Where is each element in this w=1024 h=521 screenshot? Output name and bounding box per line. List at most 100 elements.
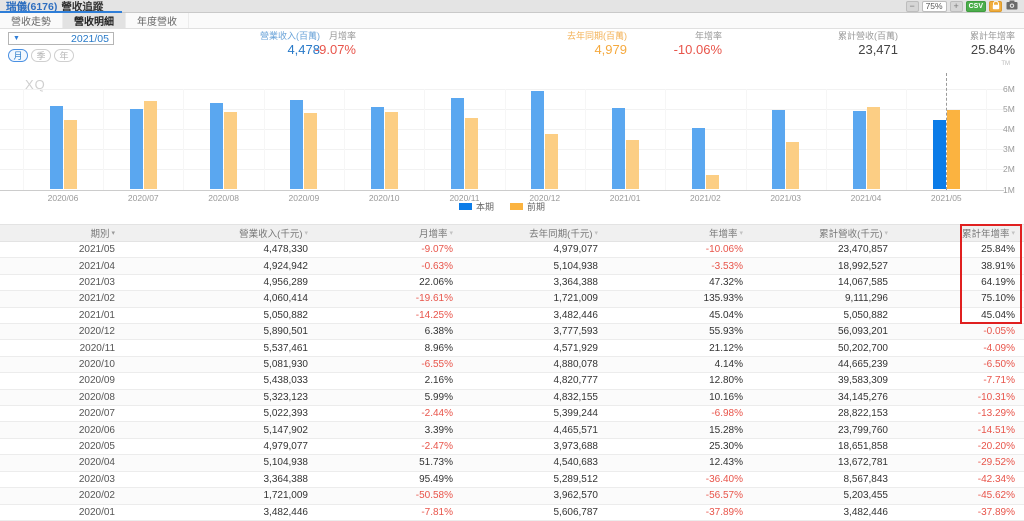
gridline xyxy=(0,189,1004,191)
column-header[interactable]: 月增率 ▾ xyxy=(418,229,453,240)
cell: -45.62% xyxy=(977,490,1015,502)
table-row[interactable]: 2020/08 5,323,123 5.99% 4,832,155 10.16% 34,1… xyxy=(0,389,1024,407)
table-row[interactable]: 2020/11 5,537,461 8.96% 4,571,929 21.12% 50,2… xyxy=(0,340,1024,357)
bar-current[interactable] xyxy=(611,108,625,190)
cell: -6.55% xyxy=(421,359,453,371)
cell: 5,050,882 xyxy=(263,309,309,321)
cell: 34,145,276 xyxy=(837,391,888,403)
table-row[interactable]: 2020/05 4,979,077 -2.47% 3,973,688 25.30% 18,… xyxy=(0,438,1024,456)
cell: 5,022,393 xyxy=(263,408,309,420)
sort-arrow-icon: ▾ xyxy=(304,230,308,237)
y-axis-tick: 5M xyxy=(1003,104,1015,115)
table-row[interactable]: 2020/02 1,721,009 -50.58% 3,962,570 -56.57% 5… xyxy=(0,488,1024,505)
bar-current[interactable] xyxy=(932,119,946,190)
cell: 22.06% xyxy=(419,277,453,289)
column-header[interactable]: 營業收入(千元) ▾ xyxy=(239,229,308,240)
cell: 4,880,078 xyxy=(553,359,599,371)
camera-button[interactable] xyxy=(1005,0,1018,12)
bar-current[interactable] xyxy=(772,109,786,190)
cell: 4,820,777 xyxy=(553,375,599,387)
dropdown-arrow-icon: ▼ xyxy=(13,35,20,42)
cell: 2020/12 xyxy=(78,326,115,338)
cell: -13.29% xyxy=(977,408,1015,420)
cell: 56,093,201 xyxy=(837,326,888,338)
cell: -3.53% xyxy=(711,260,743,272)
period-month-button[interactable]: 月 xyxy=(8,49,28,62)
bar-previous[interactable] xyxy=(786,141,800,190)
table-row[interactable]: 2020/06 5,147,902 3.39% 4,465,571 15.28% 23,7… xyxy=(0,422,1024,439)
cell: 55.93% xyxy=(709,326,743,338)
table-row[interactable]: 2021/02 4,060,414 -19.61% 1,721,009 135.93% 9… xyxy=(0,291,1024,308)
x-axis-tick: 2021/05 xyxy=(930,192,962,203)
bar-previous[interactable] xyxy=(143,101,157,190)
gridline xyxy=(0,149,1004,151)
column-header[interactable]: 期別 ▾ xyxy=(90,229,115,240)
column-header[interactable]: 年增率 ▾ xyxy=(708,229,743,240)
cell: 64.19% xyxy=(981,277,1015,289)
bar-previous[interactable] xyxy=(304,112,318,190)
bar-previous[interactable] xyxy=(224,112,238,190)
cell: 2020/11 xyxy=(79,342,115,354)
bar-previous[interactable] xyxy=(465,117,478,190)
table-row[interactable]: 2020/03 3,364,388 95.49% 5,289,512 -36.40% 8,… xyxy=(0,471,1024,489)
cell: 39,583,309 xyxy=(837,375,888,387)
sort-arrow-icon: ▾ xyxy=(594,230,598,237)
zoom-in-button[interactable]: + xyxy=(949,0,963,12)
table-row[interactable]: 2021/05 4,478,330 -9.07% 4,979,077 -10.06% 23… xyxy=(0,242,1024,259)
bar-previous[interactable] xyxy=(545,133,559,190)
table-row[interactable]: 2020/01 3,482,446 -7.81% 5,606,787 -37.89% 3,… xyxy=(0,504,1024,521)
bar-current[interactable] xyxy=(129,108,143,190)
bar-previous[interactable] xyxy=(946,109,960,190)
vertical-gridline xyxy=(22,89,24,190)
x-axis-tick: 2021/03 xyxy=(770,192,802,203)
table-row[interactable]: 2021/03 4,956,289 22.06% 3,364,388 47.32% 14,… xyxy=(0,274,1024,292)
period-quarter-button[interactable]: 季 xyxy=(31,49,51,62)
period-year-button[interactable]: 年 xyxy=(54,49,74,62)
table-row[interactable]: 2020/09 5,438,033 2.16% 4,820,777 12.80% 39,5… xyxy=(0,373,1024,390)
cell: 4,465,571 xyxy=(553,424,599,436)
bar-previous[interactable] xyxy=(384,111,398,190)
bar-current[interactable] xyxy=(451,98,464,190)
x-axis-tick: 2020/09 xyxy=(288,192,320,203)
column-header[interactable]: 累計年增率 ▾ xyxy=(961,229,1015,240)
bar-current[interactable] xyxy=(290,100,304,190)
table-row[interactable]: 2020/07 5,022,393 -2.44% 5,399,244 -6.98% 28,… xyxy=(0,406,1024,423)
cell: 13,672,781 xyxy=(837,457,888,469)
bar-current[interactable] xyxy=(852,110,866,190)
cell: 8.96% xyxy=(424,342,453,354)
bar-previous[interactable] xyxy=(866,106,880,190)
cell: 8,567,843 xyxy=(843,473,889,485)
zoom-out-button[interactable]: − xyxy=(905,0,919,12)
tab-annual-revenue[interactable]: 年度營收 xyxy=(126,13,189,28)
bar-current[interactable] xyxy=(49,106,63,190)
csv-export-button[interactable]: CSV xyxy=(965,0,986,12)
cell: 5,203,455 xyxy=(843,490,889,502)
bar-current[interactable] xyxy=(691,127,705,190)
cell: 3,364,388 xyxy=(263,473,309,485)
bar-previous[interactable] xyxy=(625,139,639,190)
table-row[interactable]: 2021/01 5,050,882 -14.25% 3,482,446 45.04% 5,… xyxy=(0,307,1024,325)
title-bar: 瑞儀(6176) 營收追蹤 − 75% + CSV xyxy=(0,0,1024,13)
bar-current[interactable] xyxy=(210,102,224,190)
cell: 2021/02 xyxy=(78,293,115,305)
lock-button[interactable] xyxy=(989,0,1002,12)
cell: 4,060,414 xyxy=(263,293,309,305)
table-row[interactable]: 2020/10 5,081,930 -6.55% 4,880,078 4.14% 44,6… xyxy=(0,356,1024,374)
table-row[interactable]: 2020/12 5,890,501 6.38% 3,777,593 55.93% 56,0… xyxy=(0,324,1024,341)
bar-current[interactable] xyxy=(370,107,384,190)
gridline xyxy=(0,109,1004,111)
bar-previous[interactable] xyxy=(705,175,719,190)
column-header[interactable]: 去年同期(千元) ▾ xyxy=(529,229,598,240)
tab-revenue-trend[interactable]: 營收走勢 xyxy=(0,13,63,28)
cell: -50.58% xyxy=(415,490,453,502)
x-axis-tick: 2020/12 xyxy=(529,192,561,203)
table-row[interactable]: 2020/04 5,104,938 51.73% 4,540,683 12.43% 13,… xyxy=(0,455,1024,472)
period-dropdown[interactable]: ▼ 2021/05 xyxy=(8,32,114,45)
tab-revenue-detail[interactable]: 營收明細 xyxy=(63,13,126,28)
trademark-text: TM xyxy=(1001,61,1010,67)
bar-current[interactable] xyxy=(531,91,545,190)
column-header[interactable]: 累計營收(千元) ▾ xyxy=(819,229,888,240)
bar-previous[interactable] xyxy=(63,119,77,190)
table-row[interactable]: 2021/04 4,924,942 -0.63% 5,104,938 -3.53% 18,… xyxy=(0,258,1024,275)
cell: -20.20% xyxy=(977,441,1015,453)
